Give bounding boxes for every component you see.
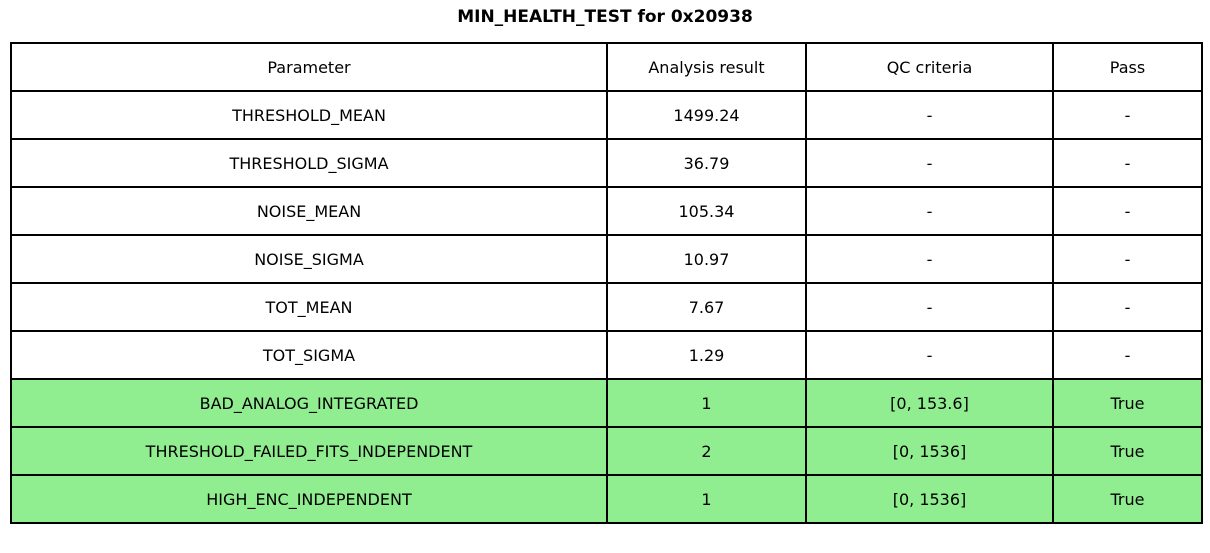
cell-qc-criteria: - xyxy=(805,330,1054,380)
cell-analysis-result: 1499.24 xyxy=(606,90,807,140)
cell-parameter: HIGH_ENC_INDEPENDENT xyxy=(10,474,608,524)
cell-analysis-result: 36.79 xyxy=(606,138,807,188)
cell-analysis-result: 1.29 xyxy=(606,330,807,380)
health-test-table: Parameter Analysis result QC criteria Pa… xyxy=(10,42,1203,524)
table-row: HIGH_ENC_INDEPENDENT 1 [0, 1536] True xyxy=(10,474,1203,524)
cell-pass: - xyxy=(1052,330,1203,380)
table-row: THRESHOLD_FAILED_FITS_INDEPENDENT 2 [0, 15… xyxy=(10,426,1203,476)
col-header-analysis-result: Analysis result xyxy=(606,42,807,92)
cell-qc-criteria: - xyxy=(805,234,1054,284)
table-body: THRESHOLD_MEAN 1499.24- - THRESHOLD_SIGMA 36… xyxy=(10,90,1203,524)
table-row: TOT_SIGMA 1.29- - xyxy=(10,330,1203,380)
cell-parameter: NOISE_SIGMA xyxy=(10,234,608,284)
header-row: Parameter Analysis result QC criteria Pa… xyxy=(10,42,1203,92)
cell-pass: - xyxy=(1052,234,1203,284)
cell-parameter: BAD_ANALOG_INTEGRATED xyxy=(10,378,608,428)
cell-analysis-result: 1 xyxy=(606,474,807,524)
table-row: NOISE_MEAN 105.34- - xyxy=(10,186,1203,236)
cell-parameter: THRESHOLD_FAILED_FITS_INDEPENDENT xyxy=(10,426,608,476)
cell-pass: - xyxy=(1052,138,1203,188)
cell-qc-criteria: [0, 1536] xyxy=(805,426,1054,476)
cell-qc-criteria: [0, 1536] xyxy=(805,474,1054,524)
cell-analysis-result: 2 xyxy=(606,426,807,476)
cell-parameter: NOISE_MEAN xyxy=(10,186,608,236)
page-title: MIN_HEALTH_TEST for 0x20938 xyxy=(457,7,753,27)
cell-qc-criteria: - xyxy=(805,186,1054,236)
cell-pass: - xyxy=(1052,282,1203,332)
cell-parameter: TOT_SIGMA xyxy=(10,330,608,380)
table-row: TOT_MEAN 7.67- - xyxy=(10,282,1203,332)
cell-analysis-result: 10.97 xyxy=(606,234,807,284)
cell-analysis-result: 7.67 xyxy=(606,282,807,332)
cell-analysis-result: 1 xyxy=(606,378,807,428)
cell-pass: - xyxy=(1052,90,1203,140)
table-row: THRESHOLD_SIGMA 36.79- - xyxy=(10,138,1203,188)
table-row: BAD_ANALOG_INTEGRATED 1 [0, 153.6] True xyxy=(10,378,1203,428)
cell-analysis-result: 105.34 xyxy=(606,186,807,236)
cell-parameter: THRESHOLD_SIGMA xyxy=(10,138,608,188)
cell-qc-criteria: [0, 153.6] xyxy=(805,378,1054,428)
col-header-qc-criteria: QC criteria xyxy=(805,42,1054,92)
cell-qc-criteria: - xyxy=(805,138,1054,188)
cell-qc-criteria: - xyxy=(805,282,1054,332)
cell-pass: True xyxy=(1052,426,1203,476)
cell-pass: True xyxy=(1052,378,1203,428)
table-row: NOISE_SIGMA 10.97- - xyxy=(10,234,1203,284)
cell-qc-criteria: - xyxy=(805,90,1054,140)
cell-pass: True xyxy=(1052,474,1203,524)
col-header-parameter: Parameter xyxy=(10,42,608,92)
table-row: THRESHOLD_MEAN 1499.24- - xyxy=(10,90,1203,140)
col-header-pass: Pass xyxy=(1052,42,1203,92)
cell-parameter: TOT_MEAN xyxy=(10,282,608,332)
cell-pass: - xyxy=(1052,186,1203,236)
cell-parameter: THRESHOLD_MEAN xyxy=(10,90,608,140)
